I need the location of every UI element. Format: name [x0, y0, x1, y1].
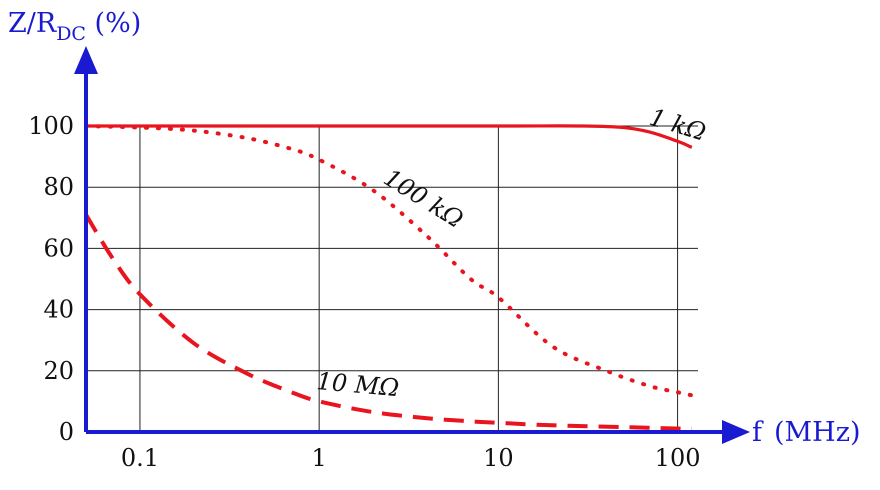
y-tick-label-60: 60	[43, 234, 74, 262]
y-tick-label-20: 20	[43, 357, 74, 385]
y-axis-title: Z/RDC (%)	[8, 8, 141, 45]
y-tick-label-40: 40	[43, 296, 74, 324]
y-tick-label-80: 80	[43, 173, 74, 201]
tick-labels: 0 20 40 60 80 100 0.1 1 10 100	[28, 112, 700, 472]
y-axis-arrow-icon	[74, 46, 98, 74]
y-axis-title-unit: (%)	[86, 8, 141, 39]
x-tick-label-10: 10	[483, 444, 514, 472]
axes	[74, 46, 750, 444]
series-line-2	[84, 213, 692, 431]
x-axis-title-unit: (MHz)	[774, 417, 860, 448]
series-label-10m: 10 MΩ	[315, 367, 400, 402]
x-tick-label-0.1: 0.1	[121, 444, 159, 472]
series-line-1	[84, 124, 694, 398]
x-tick-label-100: 100	[655, 444, 701, 472]
x-axis-arrow-icon	[722, 420, 750, 444]
x-axis-title: f (MHz)	[752, 417, 860, 448]
series-label-100k: 100 kΩ	[379, 163, 468, 233]
series-group	[84, 124, 694, 431]
y-axis-title-sub: DC	[56, 23, 86, 45]
y-axis-title-main: Z/R	[8, 8, 57, 39]
x-tick-label-1: 1	[312, 444, 327, 472]
x-axis-title-prefix: f	[752, 417, 764, 448]
series-line-0	[86, 124, 693, 149]
y-tick-label-0: 0	[59, 418, 74, 446]
y-tick-label-100: 100	[28, 112, 74, 140]
